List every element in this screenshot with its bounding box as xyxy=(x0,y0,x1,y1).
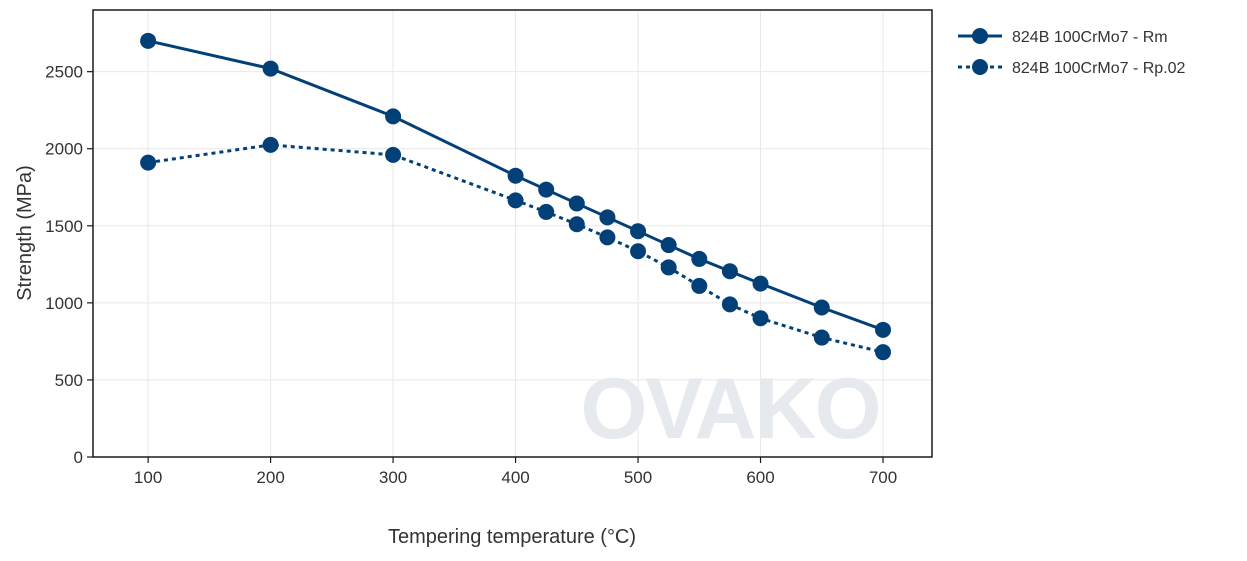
watermark-logo: OVAKO xyxy=(581,361,880,457)
y-tick-label: 2500 xyxy=(45,63,83,82)
data-point-1 xyxy=(630,243,647,260)
data-point-1 xyxy=(140,154,157,171)
legend-marker xyxy=(972,59,988,75)
legend-label: 824B 100CrMo7 - Rm xyxy=(1012,29,1168,46)
y-tick-label: 500 xyxy=(55,371,83,390)
x-tick-label: 600 xyxy=(746,468,774,487)
x-tick-label: 100 xyxy=(134,468,162,487)
x-tick-label: 200 xyxy=(256,468,284,487)
data-point-0 xyxy=(813,299,830,316)
data-point-1 xyxy=(385,146,402,163)
x-tick-label: 500 xyxy=(624,468,652,487)
data-point-1 xyxy=(262,136,279,153)
series-layer xyxy=(140,32,892,361)
data-point-1 xyxy=(538,203,555,220)
legend-marker xyxy=(972,28,988,44)
data-point-1 xyxy=(875,344,892,361)
data-point-0 xyxy=(507,167,524,184)
legend: 824B 100CrMo7 - Rm 824B 100CrMo7 - Rp.02 xyxy=(958,28,1186,77)
data-point-1 xyxy=(599,229,616,246)
data-point-0 xyxy=(752,275,769,292)
legend-label: 824B 100CrMo7 - Rp.02 xyxy=(1012,60,1186,77)
x-tick-label: 300 xyxy=(379,468,407,487)
data-point-0 xyxy=(140,32,157,49)
data-point-0 xyxy=(691,250,708,267)
data-point-1 xyxy=(507,192,524,209)
legend-item-0: 824B 100CrMo7 - Rm xyxy=(958,28,1168,46)
plot-area-frame xyxy=(92,9,933,458)
data-point-0 xyxy=(721,263,738,280)
data-point-1 xyxy=(752,310,769,327)
data-point-0 xyxy=(385,108,402,125)
data-point-1 xyxy=(660,259,677,276)
x-tick-label: 400 xyxy=(501,468,529,487)
tick-labels: 100 200 300 400 500 600 700 0 500 1000 1500 2000 250… xyxy=(45,63,897,487)
data-point-0 xyxy=(599,209,616,226)
data-point-0 xyxy=(568,195,585,212)
data-point-0 xyxy=(630,223,647,240)
data-point-0 xyxy=(875,321,892,338)
x-tick-label: 700 xyxy=(869,468,897,487)
y-tick-label: 0 xyxy=(74,448,83,467)
y-axis-title: Strength (MPa) xyxy=(14,165,36,301)
data-point-0 xyxy=(660,237,677,254)
data-point-0 xyxy=(262,60,279,77)
data-point-1 xyxy=(721,296,738,313)
data-point-1 xyxy=(568,216,585,233)
y-tick-label: 1000 xyxy=(45,294,83,313)
legend-item-1: 824B 100CrMo7 - Rp.02 xyxy=(958,59,1186,77)
data-point-0 xyxy=(538,181,555,198)
data-point-1 xyxy=(813,329,830,346)
y-tick-label: 2000 xyxy=(45,140,83,159)
x-axis-title: Tempering temperature (°C) xyxy=(388,526,636,548)
y-tick-label: 1500 xyxy=(45,217,83,236)
data-point-1 xyxy=(691,277,708,294)
